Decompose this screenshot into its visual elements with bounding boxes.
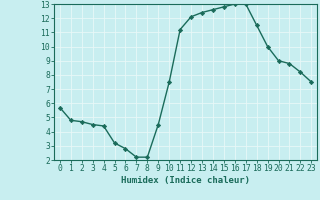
X-axis label: Humidex (Indice chaleur): Humidex (Indice chaleur) [121, 176, 250, 185]
